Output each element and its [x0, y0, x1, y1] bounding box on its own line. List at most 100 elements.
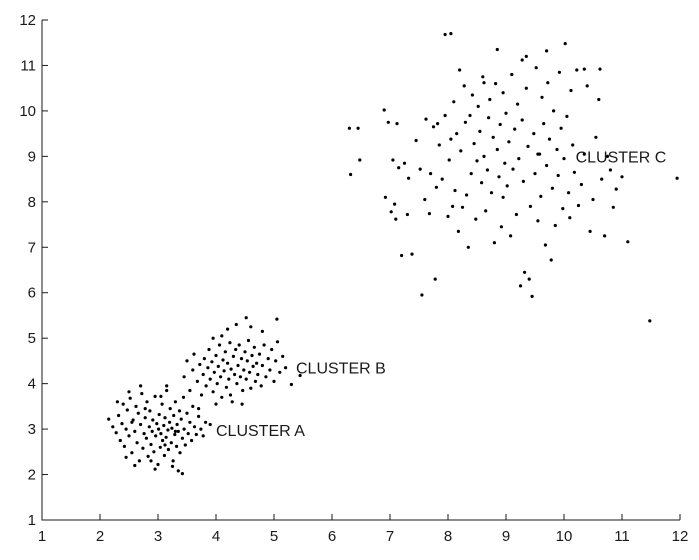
- data-point: [224, 385, 228, 389]
- data-point: [249, 386, 253, 390]
- data-point: [173, 429, 177, 433]
- data-point: [186, 432, 190, 436]
- data-point: [550, 186, 555, 190]
- data-point: [452, 100, 456, 104]
- data-point: [148, 409, 152, 413]
- data-point: [249, 325, 253, 329]
- data-point: [117, 413, 121, 418]
- data-point: [582, 67, 586, 71]
- data-point: [244, 377, 248, 381]
- axis-frame: [41, 20, 680, 521]
- data-point: [221, 358, 225, 362]
- x-tick-label: 9: [502, 528, 510, 545]
- data-point: [495, 47, 499, 52]
- data-point: [199, 427, 203, 431]
- data-point: [423, 197, 427, 202]
- data-point: [407, 176, 411, 180]
- data-point: [168, 407, 172, 411]
- data-point: [251, 364, 255, 368]
- data-point: [518, 284, 523, 288]
- data-point: [466, 245, 470, 249]
- data-point: [157, 427, 161, 431]
- data-point: [182, 375, 186, 379]
- data-point: [456, 229, 460, 233]
- data-point: [262, 343, 266, 347]
- data-point: [159, 394, 163, 398]
- data-point: [236, 363, 240, 368]
- cluster-label: CLUSTER A: [216, 423, 305, 440]
- data-point: [139, 384, 143, 388]
- data-point: [526, 144, 530, 148]
- data-point: [198, 362, 202, 367]
- data-point: [389, 210, 393, 214]
- data-point: [219, 375, 223, 379]
- data-point: [598, 67, 602, 71]
- data-point: [648, 319, 652, 323]
- data-point: [386, 120, 390, 124]
- data-point: [270, 347, 274, 352]
- data-point: [451, 204, 455, 208]
- x-tick-label: 5: [270, 528, 278, 545]
- data-point: [173, 400, 177, 404]
- data-point: [242, 368, 246, 372]
- data-point: [605, 154, 610, 158]
- data-point: [393, 202, 397, 206]
- data-point: [107, 417, 111, 421]
- data-point: [159, 432, 163, 436]
- data-point: [527, 277, 531, 281]
- data-point: [111, 425, 115, 429]
- data-point: [179, 417, 183, 421]
- data-point: [489, 191, 494, 195]
- data-point: [220, 395, 224, 399]
- data-point: [433, 277, 437, 281]
- data-point: [543, 243, 548, 247]
- data-point: [170, 426, 174, 430]
- data-point: [161, 438, 165, 443]
- data-point: [542, 122, 546, 126]
- data-point: [443, 32, 447, 37]
- data-point: [124, 427, 128, 431]
- data-point: [626, 240, 630, 244]
- data-point: [115, 400, 119, 404]
- data-point: [588, 229, 592, 233]
- data-point: [603, 234, 607, 238]
- data-point: [418, 167, 422, 171]
- data-point: [153, 394, 157, 398]
- data-point: [207, 347, 211, 352]
- data-point: [124, 455, 128, 459]
- data-point: [239, 357, 244, 361]
- data-point: [201, 434, 205, 438]
- data-point: [211, 336, 215, 340]
- data-point: [163, 443, 167, 447]
- data-point: [192, 425, 197, 429]
- data-point: [545, 163, 549, 168]
- data-point: [517, 157, 521, 161]
- data-point: [217, 343, 222, 347]
- data-point: [480, 181, 484, 185]
- data-point: [591, 197, 595, 202]
- data-point: [509, 234, 513, 238]
- data-point: [420, 293, 424, 297]
- data-point: [185, 359, 189, 363]
- data-point: [176, 469, 180, 473]
- data-point: [298, 373, 302, 378]
- data-point: [195, 379, 199, 383]
- data-point: [216, 364, 220, 368]
- data-point: [394, 217, 398, 221]
- data-point: [135, 441, 139, 445]
- data-point: [162, 423, 166, 428]
- data-point: [250, 353, 254, 358]
- data-point: [549, 258, 553, 262]
- data-point: [402, 161, 407, 165]
- data-point: [237, 343, 241, 347]
- data-point: [356, 126, 360, 130]
- data-point: [410, 252, 414, 256]
- data-point: [491, 135, 495, 139]
- data-point: [204, 384, 208, 388]
- data-point: [165, 384, 169, 388]
- data-point: [539, 194, 543, 198]
- data-point: [243, 350, 247, 354]
- data-point: [569, 88, 573, 93]
- data-point: [256, 372, 260, 377]
